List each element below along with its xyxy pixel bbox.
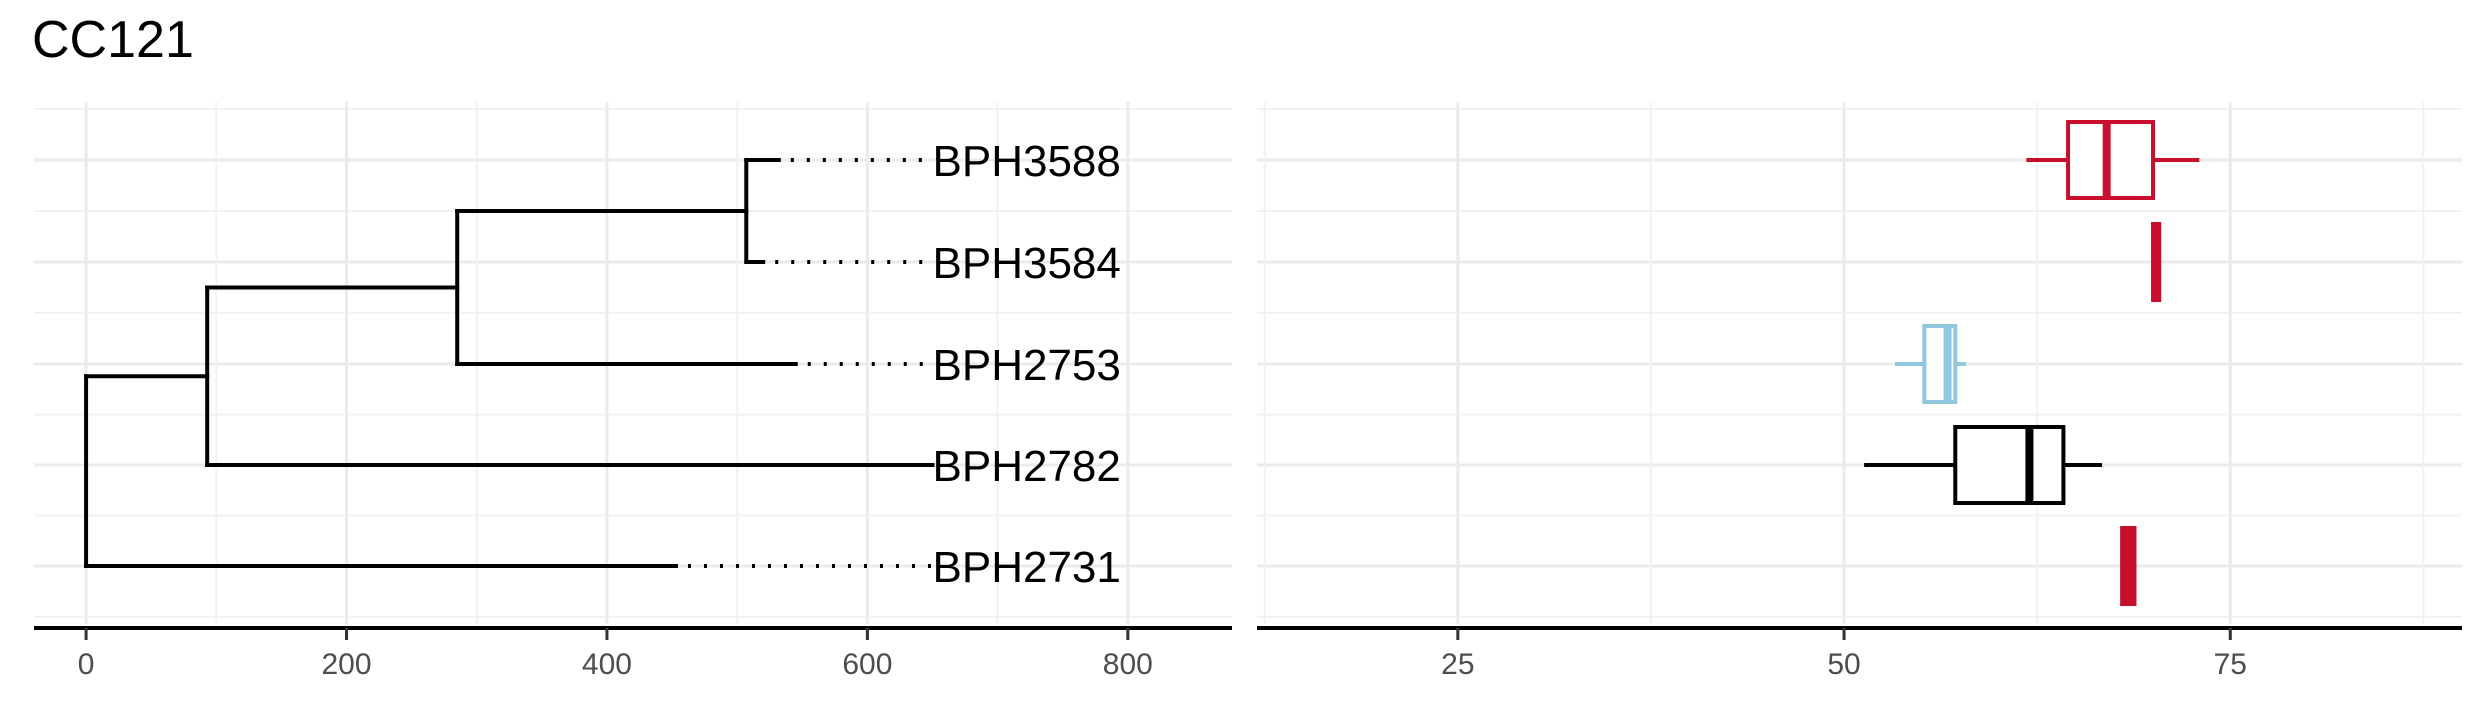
tip-label: BPH2731 [933,543,1121,592]
box-bph3584 [2151,222,2162,302]
x-tick-label: 25 [1441,648,1474,681]
boxplot-panel: 25 50 75 [1257,102,2462,681]
tip-label: BPH3588 [933,137,1121,186]
tip-label: BPH2782 [933,442,1121,491]
box-bph2731 [2120,526,2137,606]
page-title: CC121 [32,11,194,69]
x-tick-label: 600 [842,648,892,681]
tip-label: BPH3584 [933,239,1121,288]
box-iqr [1953,425,2066,505]
x-tick-label: 800 [1103,648,1153,681]
box-bph2753 [1895,324,1967,404]
box-bph2782 [1864,425,2103,505]
x-tick-label: 0 [78,648,95,681]
tree-panel: BPH3588 BPH3584 BPH2753 BPH2782 BPH2731 0 200 4… [34,102,1232,681]
x-tick-label: 75 [2214,648,2247,681]
tip-label: BPH2753 [933,341,1121,390]
x-tick-label: 50 [1827,648,1860,681]
x-tick-label: 200 [321,648,371,681]
x-tick-label: 400 [582,648,632,681]
box-bph3588 [2026,120,2200,200]
